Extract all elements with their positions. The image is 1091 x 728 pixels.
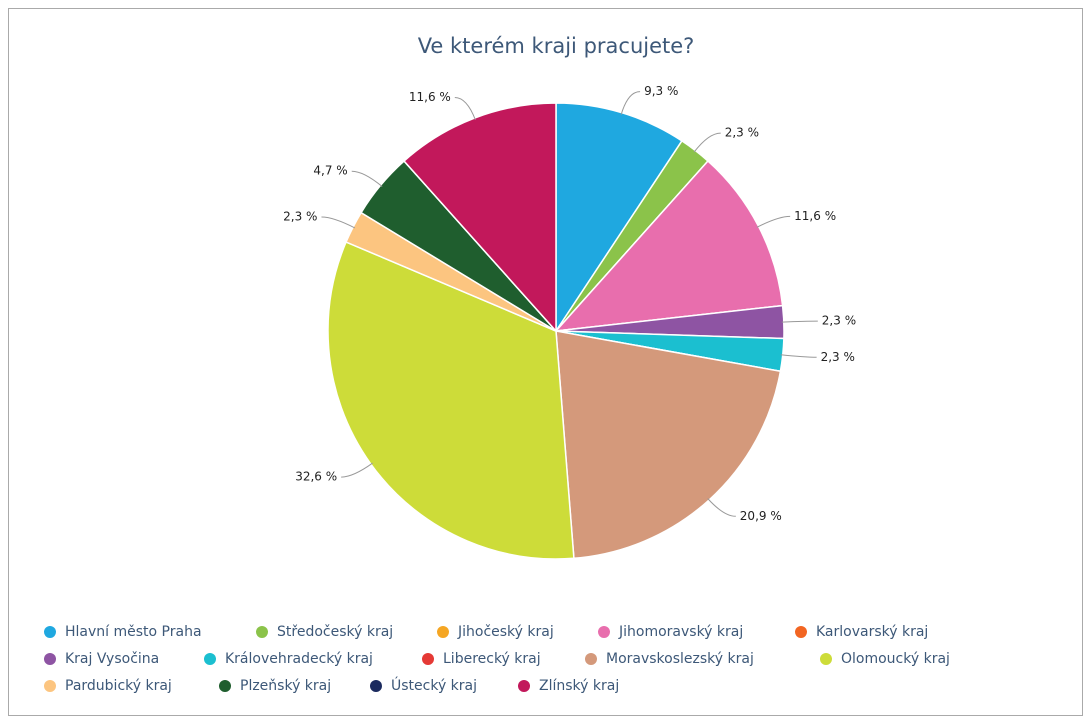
data-label: 11,6 % <box>409 90 451 104</box>
legend-label: Liberecký kraj <box>443 651 541 667</box>
leader-line <box>321 216 356 229</box>
legend-marker <box>219 680 231 692</box>
data-label: 4,7 % <box>313 164 347 178</box>
data-label: 2,3 % <box>821 350 855 364</box>
data-label: 2,3 % <box>283 210 317 224</box>
leader-line <box>454 96 476 121</box>
legend-marker <box>820 653 832 665</box>
legend-label: Středočeský kraj <box>277 624 393 640</box>
leader-line <box>707 498 736 517</box>
legend-marker <box>256 626 268 638</box>
chart-title: Ve kterém kraji pracujete? <box>418 34 695 58</box>
data-label: 32,6 % <box>295 470 337 484</box>
legend-marker <box>518 680 530 692</box>
legend-label: Jihomoravský kraj <box>618 624 743 640</box>
data-label: 2,3 % <box>725 126 759 140</box>
legend-marker <box>44 626 56 638</box>
leader-line <box>351 170 383 187</box>
legend-marker <box>437 626 449 638</box>
legend-label: Moravskoslezský kraj <box>606 651 754 667</box>
leader-line <box>781 320 818 323</box>
legend-marker <box>370 680 382 692</box>
legend-marker <box>795 626 807 638</box>
leader-line <box>756 215 791 228</box>
data-label: 9,3 % <box>644 84 678 98</box>
legend-marker <box>585 653 597 665</box>
legend-label: Plzeňský kraj <box>240 678 331 694</box>
legend-label: Karlovarský kraj <box>816 624 928 640</box>
legend-label: Pardubický kraj <box>65 678 172 694</box>
legend-label: Olomoucký kraj <box>841 651 950 667</box>
legend-marker <box>44 680 56 692</box>
leader-line <box>620 91 641 115</box>
leader-line <box>693 132 721 153</box>
data-label: 11,6 % <box>794 209 836 223</box>
legend-label: Hlavní město Praha <box>65 624 202 640</box>
legend-label: Ústecký kraj <box>391 676 477 694</box>
legend-marker <box>598 626 610 638</box>
leader-line <box>780 354 817 358</box>
data-label: 2,3 % <box>822 314 856 328</box>
data-label: 20,9 % <box>740 509 782 523</box>
legend-label: Zlínský kraj <box>539 678 619 694</box>
leader-line <box>341 462 373 478</box>
legend-label: Královehradecký kraj <box>225 651 373 667</box>
legend-marker <box>422 653 434 665</box>
legend-label: Jihočeský kraj <box>457 624 554 640</box>
legend-label: Kraj Vysočina <box>65 651 159 667</box>
legend-marker <box>204 653 216 665</box>
legend-marker <box>44 653 56 665</box>
